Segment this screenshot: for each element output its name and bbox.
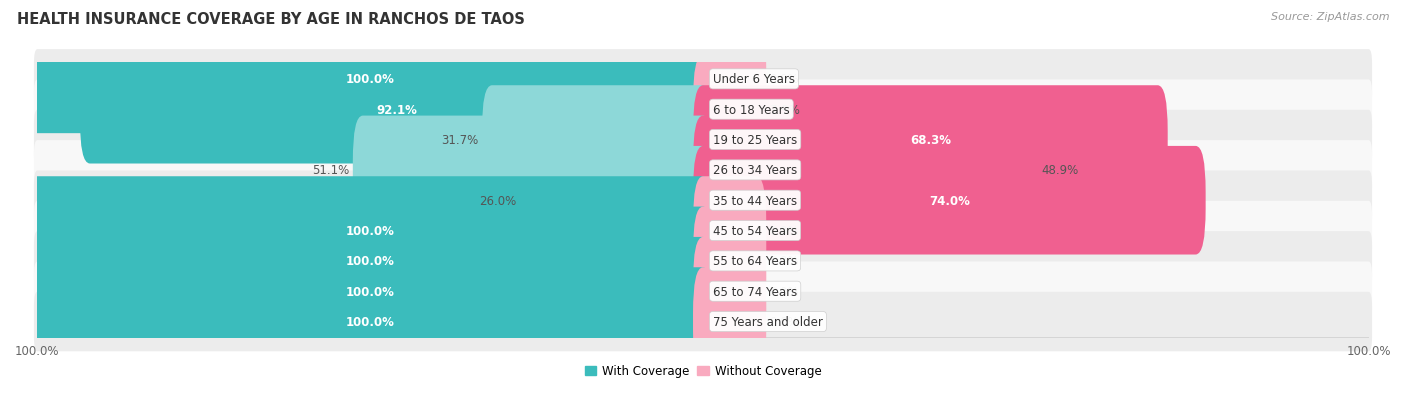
Text: 0.0%: 0.0%: [769, 285, 799, 298]
FancyBboxPatch shape: [34, 111, 1372, 170]
FancyBboxPatch shape: [693, 26, 766, 134]
Text: 100.0%: 100.0%: [346, 73, 395, 86]
Text: 35 to 44 Years: 35 to 44 Years: [713, 194, 797, 207]
Text: 100.0%: 100.0%: [346, 315, 395, 328]
FancyBboxPatch shape: [27, 26, 713, 134]
FancyBboxPatch shape: [482, 86, 713, 195]
FancyBboxPatch shape: [34, 232, 1372, 291]
FancyBboxPatch shape: [27, 268, 713, 376]
Text: 48.9%: 48.9%: [1042, 164, 1080, 177]
Text: 100.0%: 100.0%: [346, 285, 395, 298]
Text: 6 to 18 Years: 6 to 18 Years: [713, 103, 790, 116]
Text: 0.0%: 0.0%: [769, 315, 799, 328]
Text: 75 Years and older: 75 Years and older: [713, 315, 823, 328]
FancyBboxPatch shape: [34, 50, 1372, 109]
FancyBboxPatch shape: [693, 207, 766, 316]
Text: 65 to 74 Years: 65 to 74 Years: [713, 285, 797, 298]
Text: 100.0%: 100.0%: [346, 225, 395, 237]
Text: 26 to 34 Years: 26 to 34 Years: [713, 164, 797, 177]
Legend: With Coverage, Without Coverage: With Coverage, Without Coverage: [579, 360, 827, 382]
Text: 45 to 54 Years: 45 to 54 Years: [713, 225, 797, 237]
Text: 26.0%: 26.0%: [479, 194, 516, 207]
Text: 31.7%: 31.7%: [441, 134, 478, 147]
FancyBboxPatch shape: [693, 116, 1039, 225]
Text: 0.0%: 0.0%: [769, 255, 799, 268]
Text: 92.1%: 92.1%: [375, 103, 416, 116]
FancyBboxPatch shape: [693, 147, 1205, 255]
FancyBboxPatch shape: [693, 56, 766, 164]
Text: 68.3%: 68.3%: [910, 134, 950, 147]
FancyBboxPatch shape: [693, 237, 766, 346]
FancyBboxPatch shape: [693, 86, 1168, 195]
Text: 0.0%: 0.0%: [769, 225, 799, 237]
Text: 74.0%: 74.0%: [929, 194, 970, 207]
FancyBboxPatch shape: [34, 80, 1372, 140]
FancyBboxPatch shape: [353, 116, 713, 225]
Text: Source: ZipAtlas.com: Source: ZipAtlas.com: [1271, 12, 1389, 22]
Text: 19 to 25 Years: 19 to 25 Years: [713, 134, 797, 147]
FancyBboxPatch shape: [27, 177, 713, 285]
FancyBboxPatch shape: [34, 141, 1372, 200]
FancyBboxPatch shape: [34, 292, 1372, 351]
Text: 55 to 64 Years: 55 to 64 Years: [713, 255, 797, 268]
FancyBboxPatch shape: [693, 177, 766, 285]
FancyBboxPatch shape: [27, 207, 713, 316]
FancyBboxPatch shape: [27, 237, 713, 346]
Text: 0.0%: 0.0%: [769, 73, 799, 86]
FancyBboxPatch shape: [520, 147, 713, 255]
FancyBboxPatch shape: [34, 171, 1372, 230]
Text: HEALTH INSURANCE COVERAGE BY AGE IN RANCHOS DE TAOS: HEALTH INSURANCE COVERAGE BY AGE IN RANC…: [17, 12, 524, 27]
Text: 51.1%: 51.1%: [312, 164, 350, 177]
FancyBboxPatch shape: [34, 201, 1372, 261]
FancyBboxPatch shape: [80, 56, 713, 164]
Text: Under 6 Years: Under 6 Years: [713, 73, 794, 86]
Text: 100.0%: 100.0%: [346, 255, 395, 268]
Text: 7.9%: 7.9%: [769, 103, 800, 116]
FancyBboxPatch shape: [693, 268, 766, 376]
FancyBboxPatch shape: [34, 262, 1372, 321]
